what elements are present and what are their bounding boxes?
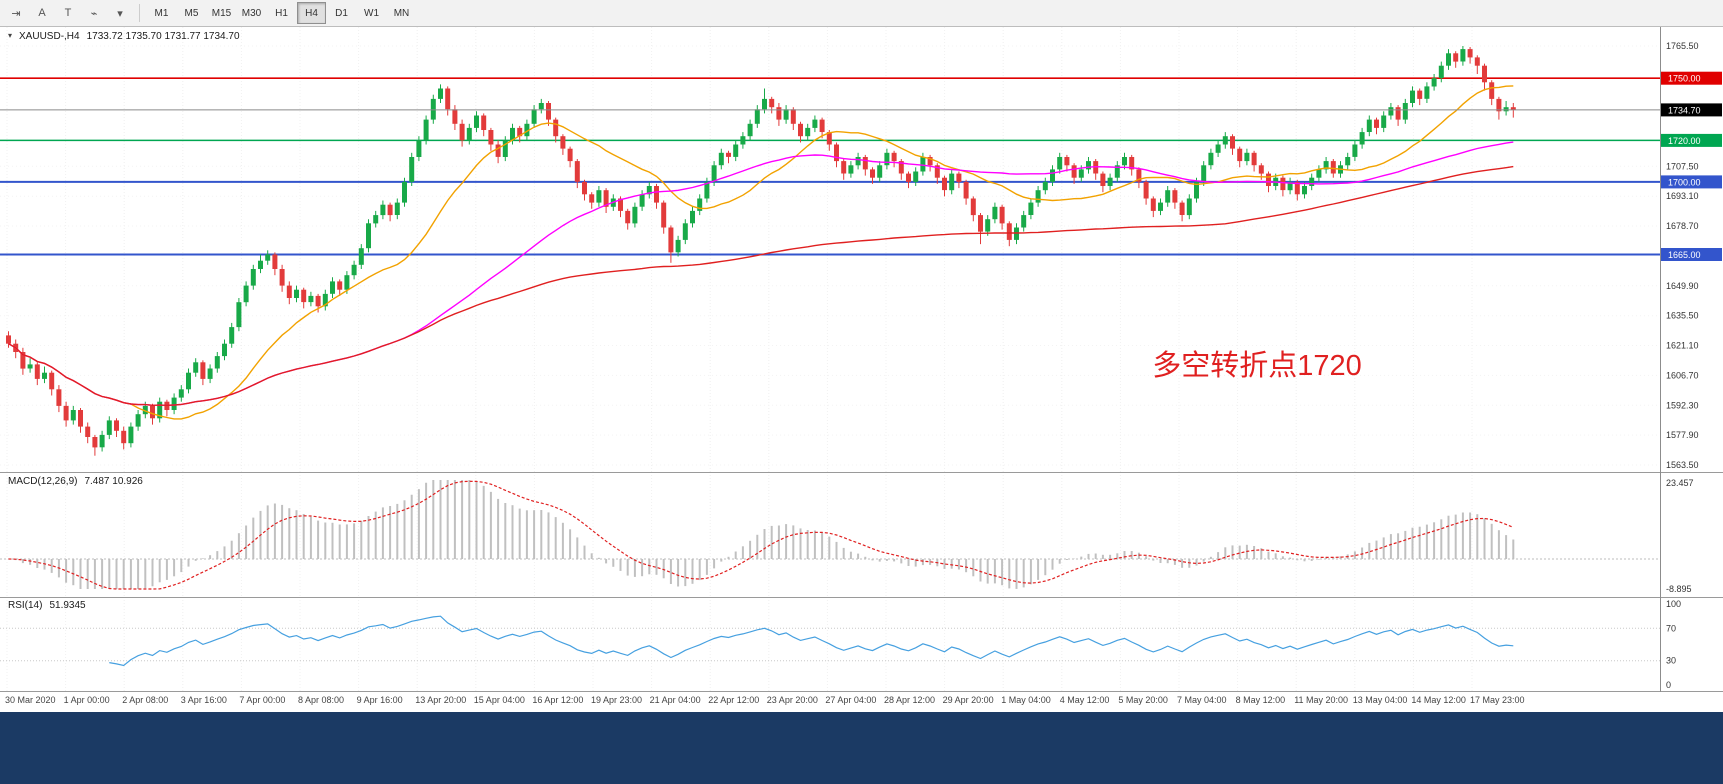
- price-badge-1734.70: [1661, 103, 1722, 117]
- text-tool-icon[interactable]: T: [64, 7, 72, 19]
- price-tick: 1649.90: [1666, 281, 1699, 291]
- timeframe-toolbar: M1 M5 M15 M30 H1 H4 D1 W1 MN: [147, 2, 416, 24]
- svg-text:1734.70: 1734.70: [1668, 105, 1701, 115]
- macd-panel[interactable]: 23.457 -8.895: [0, 472, 1723, 597]
- date-label: 7 May 04:00: [1177, 695, 1227, 705]
- macd-axis-min: -8.895: [1666, 584, 1692, 594]
- svg-text:1700.00: 1700.00: [1668, 177, 1701, 187]
- date-label: 13 May 04:00: [1352, 695, 1408, 705]
- price-badge-1665.00: [1661, 248, 1722, 261]
- date-label: 1 May 04:00: [1001, 695, 1051, 705]
- toolbar-separator: [139, 4, 140, 22]
- rsi-value: 51.9345: [49, 600, 86, 611]
- ma-170-line: [8, 165, 1514, 407]
- date-label: 3 Apr 16:00: [180, 695, 227, 705]
- rsi-label: RSI(14): [8, 600, 43, 611]
- macd-axis-max: 23.457: [1666, 478, 1694, 488]
- collapse-icon[interactable]: ▾: [8, 31, 13, 40]
- date-label: 11 May 20:00: [1294, 695, 1349, 705]
- svg-text:1750.00: 1750.00: [1668, 74, 1701, 84]
- date-label: 22 Apr 12:00: [708, 695, 760, 705]
- main-price-panel[interactable]: 多空转折点1720 1765.50 1707.50 1693.10 1678.70 164…: [0, 27, 1723, 472]
- svg-text:1665.00: 1665.00: [1668, 250, 1701, 260]
- price-tick: 1592.30: [1666, 400, 1699, 410]
- price-tick: 1635.50: [1666, 311, 1699, 321]
- macd-values: 7.487 10.926: [84, 476, 143, 487]
- date-label: 29 Apr 20:00: [942, 695, 994, 705]
- taskbar: [0, 712, 1723, 784]
- date-label: 9 Apr 16:00: [356, 695, 403, 705]
- date-label: 13 Apr 20:00: [415, 695, 467, 705]
- date-label: 16 Apr 12:00: [532, 695, 584, 705]
- rsi-axis-tick: 0: [1666, 680, 1671, 690]
- timeframe-h1[interactable]: H1: [275, 7, 288, 19]
- symbol-label: XAUUSD-,H4: [19, 31, 80, 42]
- date-label: 4 May 12:00: [1059, 695, 1110, 705]
- date-label: 30 Mar 2020: [5, 695, 56, 705]
- rsi-axis-tick: 30: [1666, 656, 1676, 666]
- price-badge-1750.00: [1661, 71, 1722, 85]
- line-studies-icon[interactable]: ⌁: [90, 7, 98, 20]
- price-badge-1720.00: [1661, 133, 1722, 147]
- timeframe-m15[interactable]: M15: [211, 7, 232, 19]
- date-label: 8 May 12:00: [1235, 695, 1286, 705]
- timeframe-m30[interactable]: M30: [241, 7, 262, 19]
- price-tick: 1606.70: [1666, 370, 1699, 380]
- price-tick: 1693.10: [1666, 191, 1699, 201]
- symbol-ohlc-label: ▾ XAUUSD-,H4 1733.72 1735.70 1731.77 173…: [8, 31, 240, 42]
- toolbar: ⇥ A T ⌁ ▾ M1 M5 M15 M30 H1 H4 D1 W1 MN: [0, 0, 1723, 27]
- price-tick: 1707.50: [1666, 161, 1699, 171]
- macd-histogram: [14, 480, 1515, 589]
- date-label: 1 Apr 00:00: [63, 695, 110, 705]
- date-label: 5 May 20:00: [1118, 695, 1168, 705]
- macd-signal-line: [8, 480, 1514, 590]
- ma-18-line: [8, 85, 1514, 420]
- price-tick: 1621.10: [1666, 341, 1699, 351]
- date-label: 27 Apr 04:00: [825, 695, 877, 705]
- date-label: 2 Apr 08:00: [122, 695, 169, 705]
- macd-label: MACD(12,26,9): [8, 476, 78, 487]
- rsi-line: [109, 615, 1514, 667]
- date-label: 23 Apr 20:00: [766, 695, 818, 705]
- price-tick: 1577.90: [1666, 430, 1699, 440]
- price-badge-1700.00: [1661, 175, 1722, 189]
- rsi-panel[interactable]: 100 70 30 0: [0, 597, 1723, 692]
- price-tick: 1765.50: [1666, 41, 1699, 51]
- date-label: 17 May 23:00: [1470, 695, 1525, 705]
- chart-shift-icon[interactable]: ⇥: [11, 7, 21, 20]
- date-label: 15 Apr 04:00: [473, 695, 525, 705]
- timeframe-mn[interactable]: MN: [393, 7, 410, 19]
- rsi-indicator-label: RSI(14) 51.9345: [8, 600, 86, 611]
- rsi-axis-tick: 100: [1666, 599, 1681, 609]
- date-label: 28 Apr 12:00: [884, 695, 936, 705]
- date-label: 14 May 12:00: [1411, 695, 1466, 705]
- date-label: 7 Apr 00:00: [239, 695, 286, 705]
- timeframe-h4[interactable]: H4: [297, 2, 326, 24]
- svg-text:1720.00: 1720.00: [1668, 136, 1701, 146]
- drawing-tools-group: ⇥ A T ⌁ ▾: [4, 2, 132, 24]
- timeframe-d1[interactable]: D1: [335, 7, 348, 19]
- price-tick: 1563.50: [1666, 460, 1699, 470]
- date-label: 8 Apr 08:00: [298, 695, 345, 705]
- timeframe-m5[interactable]: M5: [184, 7, 199, 19]
- dropdown-caret-icon[interactable]: ▾: [117, 7, 123, 20]
- candlesticks: [6, 46, 1516, 456]
- timeframe-m1[interactable]: M1: [154, 7, 169, 19]
- rsi-axis-tick: 70: [1666, 623, 1676, 633]
- arrow-tool-icon[interactable]: A: [38, 7, 46, 19]
- timeframe-w1[interactable]: W1: [364, 7, 379, 19]
- time-axis[interactable]: 30 Mar 2020 1 Apr 00:00 2 Apr 08:00 3 Apr 1…: [0, 692, 1723, 712]
- ohlc-values: 1733.72 1735.70 1731.77 1734.70: [86, 31, 240, 42]
- price-tick: 1678.70: [1666, 221, 1699, 231]
- date-label: 19 Apr 23:00: [591, 695, 643, 705]
- date-label: 21 Apr 04:00: [649, 695, 701, 705]
- macd-indicator-label: MACD(12,26,9) 7.487 10.926: [8, 476, 143, 487]
- chart-annotation[interactable]: 多空转折点1720: [1152, 349, 1362, 382]
